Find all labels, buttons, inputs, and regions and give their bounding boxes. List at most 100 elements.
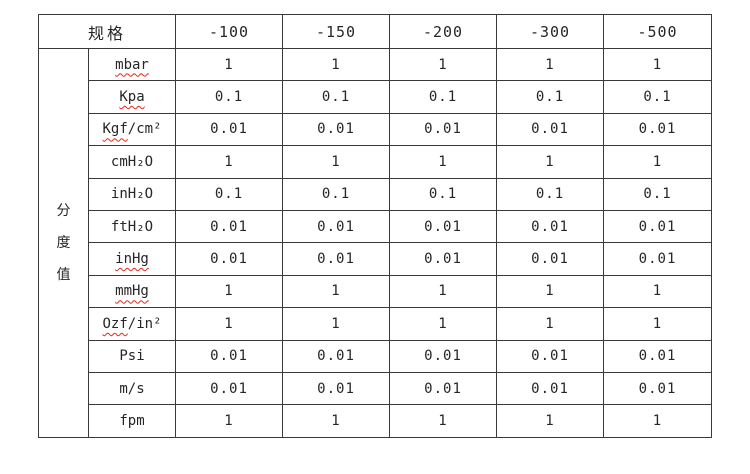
value-cell: 0.01 <box>175 371 284 406</box>
value-cell: 1 <box>389 47 498 82</box>
unit-label-plain-part: /in² <box>127 315 162 332</box>
table-row: 分度值 mbar 1 1 1 1 1 <box>38 47 713 438</box>
value-cell: 0.01 <box>282 209 391 244</box>
value-cell: 1 <box>496 47 605 82</box>
value-cell: 0.01 <box>389 209 498 244</box>
value-cell: 0.01 <box>603 112 713 147</box>
column-header: -100 <box>175 14 284 49</box>
value-cell: 1 <box>175 47 284 82</box>
unit-label-plain-part: Psi <box>119 348 145 365</box>
value-cell: 0.01 <box>496 209 605 244</box>
unit-label: inHg <box>87 242 177 276</box>
value-cell: 0.01 <box>496 112 605 147</box>
value-cell: 1 <box>603 47 713 82</box>
value-cell: 1 <box>175 307 284 341</box>
value-cell: 0.01 <box>282 371 391 406</box>
row-group-label: 分度值 <box>38 48 89 438</box>
value-cell: 0.1 <box>603 80 713 114</box>
value-cell: 1 <box>496 145 605 179</box>
value-cell: 0.01 <box>389 242 498 276</box>
unit-label: fpm <box>87 404 177 438</box>
column-header: -150 <box>282 14 391 49</box>
unit-label-plain-part: cmH₂O <box>110 153 154 170</box>
value-cell: 1 <box>496 307 605 341</box>
value-cell: 1 <box>603 274 713 309</box>
value-cell: 0.01 <box>175 209 284 244</box>
value-cell: 0.01 <box>496 339 605 373</box>
value-cell: 0.01 <box>175 242 284 276</box>
group-label-char: 值 <box>56 266 71 283</box>
value-cell: 1 <box>603 404 713 438</box>
unit-label-misspelled-part: mbar <box>115 56 149 73</box>
unit-label: ftH₂O <box>87 209 177 244</box>
value-cell: 1 <box>389 307 498 341</box>
value-cell: 0.1 <box>496 177 605 211</box>
table-row: Kpa 0.1 0.1 0.1 0.1 0.1 <box>39 80 713 114</box>
table-row: Ozf/in² 1 1 1 1 1 <box>39 307 713 341</box>
unit-label-misspelled-part: Kgf <box>102 121 128 138</box>
unit-label-misspelled-part: Ozf <box>102 315 128 332</box>
unit-label-misspelled-part: mmHg <box>115 283 149 300</box>
value-cell: 0.01 <box>496 242 605 276</box>
value-cell: 1 <box>389 145 498 179</box>
value-cell: 1 <box>282 145 391 179</box>
value-cell: 0.01 <box>282 112 391 147</box>
value-cell: 1 <box>175 404 284 438</box>
value-cell: 1 <box>603 307 713 341</box>
value-cell: 0.1 <box>389 177 498 211</box>
unit-label: Ozf/in² <box>87 307 177 341</box>
table-row: inHg 0.01 0.01 0.01 0.01 0.01 <box>39 242 713 276</box>
value-cell: 1 <box>389 274 498 309</box>
value-cell: 0.01 <box>389 371 498 406</box>
unit-label: cmH₂O <box>87 145 177 179</box>
table-row: Kgf/cm² 0.01 0.01 0.01 0.01 0.01 <box>39 112 713 147</box>
value-cell: 1 <box>175 274 284 309</box>
unit-label-plain-part: m/s <box>119 380 145 397</box>
unit-label-misspelled-part: inHg <box>115 251 149 268</box>
value-cell: 0.1 <box>496 80 605 114</box>
value-cell: 0.01 <box>496 371 605 406</box>
value-cell: 0.01 <box>175 339 284 373</box>
table-row: fpm 1 1 1 1 1 <box>39 404 713 438</box>
value-cell: 0.1 <box>603 177 713 211</box>
unit-label: Kpa <box>87 80 177 114</box>
value-cell: 1 <box>175 145 284 179</box>
value-cell: 1 <box>282 274 391 309</box>
value-cell: 1 <box>282 47 391 82</box>
value-cell: 0.01 <box>603 371 713 406</box>
unit-label-misspelled-part: Kpa <box>119 89 145 106</box>
unit-label-plain-part: fpm <box>119 412 145 429</box>
unit-label: m/s <box>87 371 177 406</box>
table-row: Psi 0.01 0.01 0.01 0.01 0.01 <box>39 339 713 373</box>
value-cell: 0.01 <box>282 339 391 373</box>
unit-label: inH₂O <box>87 177 177 211</box>
spec-header-cell: 规格 <box>37 14 177 49</box>
value-cell: 0.1 <box>282 177 391 211</box>
value-cell: 0.1 <box>389 80 498 114</box>
specification-table: 规格 -100 -150 -200 -300 -500 分度值 mbar 1 1 1 1 1… <box>37 14 713 438</box>
value-cell: 1 <box>282 307 391 341</box>
table-row: cmH₂O 1 1 1 1 1 <box>39 145 713 179</box>
table-row: inH₂O 0.1 0.1 0.1 0.1 0.1 <box>39 177 713 211</box>
value-cell: 1 <box>282 404 391 438</box>
value-cell: 0.01 <box>603 339 713 373</box>
header-row: 规格 -100 -150 -200 -300 -500 <box>37 14 713 49</box>
value-cell: 0.01 <box>175 112 284 147</box>
value-cell: 0.1 <box>175 177 284 211</box>
group-label-char: 分 <box>56 202 71 219</box>
unit-label-plain-part: ftH₂O <box>110 218 154 235</box>
value-cell: 0.01 <box>389 112 498 147</box>
table-row: ftH₂O 0.01 0.01 0.01 0.01 0.01 <box>39 209 713 244</box>
unit-label-plain-part: inH₂O <box>110 186 154 203</box>
value-cell: 0.01 <box>603 242 713 276</box>
unit-label: Kgf/cm² <box>87 112 177 147</box>
unit-label: mmHg <box>87 274 177 309</box>
table-row: mmHg 1 1 1 1 1 <box>39 274 713 309</box>
value-cell: 1 <box>603 145 713 179</box>
value-cell: 0.1 <box>282 80 391 114</box>
unit-label: mbar <box>87 47 177 82</box>
table-row: m/s 0.01 0.01 0.01 0.01 0.01 <box>39 371 713 406</box>
value-cell: 0.01 <box>603 209 713 244</box>
value-cell: 1 <box>389 404 498 438</box>
